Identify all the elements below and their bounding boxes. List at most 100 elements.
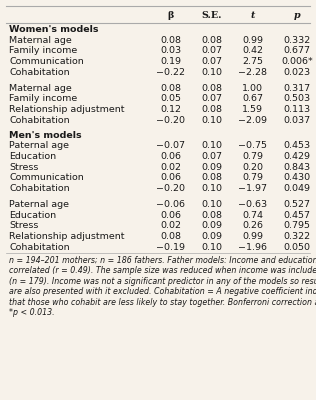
Text: are also presented with it excluded. Cohabitation = A negative coefficient indic: are also presented with it excluded. Coh…: [9, 287, 316, 296]
Text: 0.19: 0.19: [160, 57, 181, 66]
Text: 0.08: 0.08: [201, 211, 222, 220]
Text: 0.113: 0.113: [283, 105, 311, 114]
Text: 2.75: 2.75: [242, 57, 263, 66]
Text: Cohabitation: Cohabitation: [9, 184, 70, 193]
Text: 0.07: 0.07: [201, 152, 222, 161]
Text: 0.26: 0.26: [242, 222, 263, 230]
Text: 0.10: 0.10: [201, 184, 222, 193]
Text: Education: Education: [9, 211, 57, 220]
Text: 0.07: 0.07: [201, 46, 222, 55]
Text: 0.037: 0.037: [283, 116, 311, 125]
Text: Paternal age: Paternal age: [9, 141, 70, 150]
Text: −0.20: −0.20: [156, 116, 185, 125]
Text: that those who cohabit are less likely to stay together. Bonferroni correction a: that those who cohabit are less likely t…: [9, 298, 316, 306]
Text: S.E.: S.E.: [202, 11, 222, 20]
Text: 0.08: 0.08: [160, 232, 181, 241]
Text: n = 194–201 mothers; n = 186 fathers. Father models: Income and education were: n = 194–201 mothers; n = 186 fathers. Fa…: [9, 256, 316, 265]
Text: −0.19: −0.19: [156, 243, 185, 252]
Text: 0.322: 0.322: [283, 232, 311, 241]
Text: 0.527: 0.527: [283, 200, 311, 209]
Text: 0.677: 0.677: [283, 46, 311, 55]
Text: 0.20: 0.20: [242, 163, 263, 172]
Text: 0.42: 0.42: [242, 46, 263, 55]
Text: Education: Education: [9, 152, 57, 161]
Text: 0.07: 0.07: [201, 94, 222, 104]
Text: 0.09: 0.09: [201, 222, 222, 230]
Text: −0.20: −0.20: [156, 184, 185, 193]
Text: Communication: Communication: [9, 173, 84, 182]
Text: Women's models: Women's models: [9, 26, 99, 34]
Text: −2.28: −2.28: [238, 68, 267, 77]
Text: −0.22: −0.22: [156, 68, 185, 77]
Text: Family income: Family income: [9, 94, 78, 104]
Text: 0.74: 0.74: [242, 211, 263, 220]
Text: 1.59: 1.59: [242, 105, 263, 114]
Text: Relationship adjustment: Relationship adjustment: [9, 105, 125, 114]
Text: 0.317: 0.317: [283, 84, 311, 93]
Text: *p < 0.013.: *p < 0.013.: [9, 308, 55, 317]
Text: 0.79: 0.79: [242, 152, 263, 161]
Text: 0.99: 0.99: [242, 232, 263, 241]
Text: 0.09: 0.09: [201, 232, 222, 241]
Text: 0.08: 0.08: [160, 84, 181, 93]
Text: 0.332: 0.332: [283, 36, 311, 45]
Text: 0.049: 0.049: [283, 184, 311, 193]
Text: 0.006*: 0.006*: [281, 57, 313, 66]
Text: 0.08: 0.08: [201, 173, 222, 182]
Text: 0.06: 0.06: [160, 211, 181, 220]
Text: 0.457: 0.457: [283, 211, 311, 220]
Text: 0.10: 0.10: [201, 243, 222, 252]
Text: Relationship adjustment: Relationship adjustment: [9, 232, 125, 241]
Text: 0.06: 0.06: [160, 152, 181, 161]
Text: 0.05: 0.05: [160, 94, 181, 104]
Text: Maternal age: Maternal age: [9, 36, 72, 45]
Text: Family income: Family income: [9, 46, 78, 55]
Text: t: t: [251, 11, 255, 20]
Text: 0.08: 0.08: [201, 105, 222, 114]
Text: −1.97: −1.97: [238, 184, 267, 193]
Text: Cohabitation: Cohabitation: [9, 116, 70, 125]
Text: β: β: [167, 11, 174, 20]
Text: 0.050: 0.050: [283, 243, 311, 252]
Text: 0.02: 0.02: [160, 222, 181, 230]
Text: 0.06: 0.06: [160, 173, 181, 182]
Text: Communication: Communication: [9, 57, 84, 66]
Text: Cohabitation: Cohabitation: [9, 68, 70, 77]
Text: 0.03: 0.03: [160, 46, 181, 55]
Text: Cohabitation: Cohabitation: [9, 243, 70, 252]
Text: −0.07: −0.07: [156, 141, 185, 150]
Text: 0.12: 0.12: [160, 105, 181, 114]
Text: 0.08: 0.08: [201, 84, 222, 93]
Text: 0.02: 0.02: [160, 163, 181, 172]
Text: Maternal age: Maternal age: [9, 84, 72, 93]
Text: (n = 179). Income was not a significant predictor in any of the models so result: (n = 179). Income was not a significant …: [9, 277, 316, 286]
Text: 0.07: 0.07: [201, 57, 222, 66]
Text: 0.023: 0.023: [283, 68, 311, 77]
Text: 0.430: 0.430: [283, 173, 311, 182]
Text: −1.96: −1.96: [238, 243, 267, 252]
Text: 0.79: 0.79: [242, 173, 263, 182]
Text: 0.09: 0.09: [201, 163, 222, 172]
Text: 0.429: 0.429: [283, 152, 311, 161]
Text: 0.453: 0.453: [283, 141, 311, 150]
Text: Stress: Stress: [9, 163, 39, 172]
Text: −0.63: −0.63: [238, 200, 267, 209]
Text: 0.08: 0.08: [160, 36, 181, 45]
Text: −2.09: −2.09: [238, 116, 267, 125]
Text: −0.06: −0.06: [156, 200, 185, 209]
Text: 0.10: 0.10: [201, 68, 222, 77]
Text: 0.795: 0.795: [283, 222, 311, 230]
Text: Stress: Stress: [9, 222, 39, 230]
Text: Paternal age: Paternal age: [9, 200, 70, 209]
Text: −0.75: −0.75: [238, 141, 267, 150]
Text: 0.08: 0.08: [201, 36, 222, 45]
Text: 0.10: 0.10: [201, 200, 222, 209]
Text: 0.503: 0.503: [283, 94, 311, 104]
Text: 0.67: 0.67: [242, 94, 263, 104]
Text: p: p: [294, 11, 300, 20]
Text: 0.99: 0.99: [242, 36, 263, 45]
Text: 0.843: 0.843: [283, 163, 311, 172]
Text: 0.10: 0.10: [201, 116, 222, 125]
Text: Men's models: Men's models: [9, 131, 82, 140]
Text: correlated (r = 0.49). The sample size was reduced when income was included: correlated (r = 0.49). The sample size w…: [9, 266, 316, 275]
